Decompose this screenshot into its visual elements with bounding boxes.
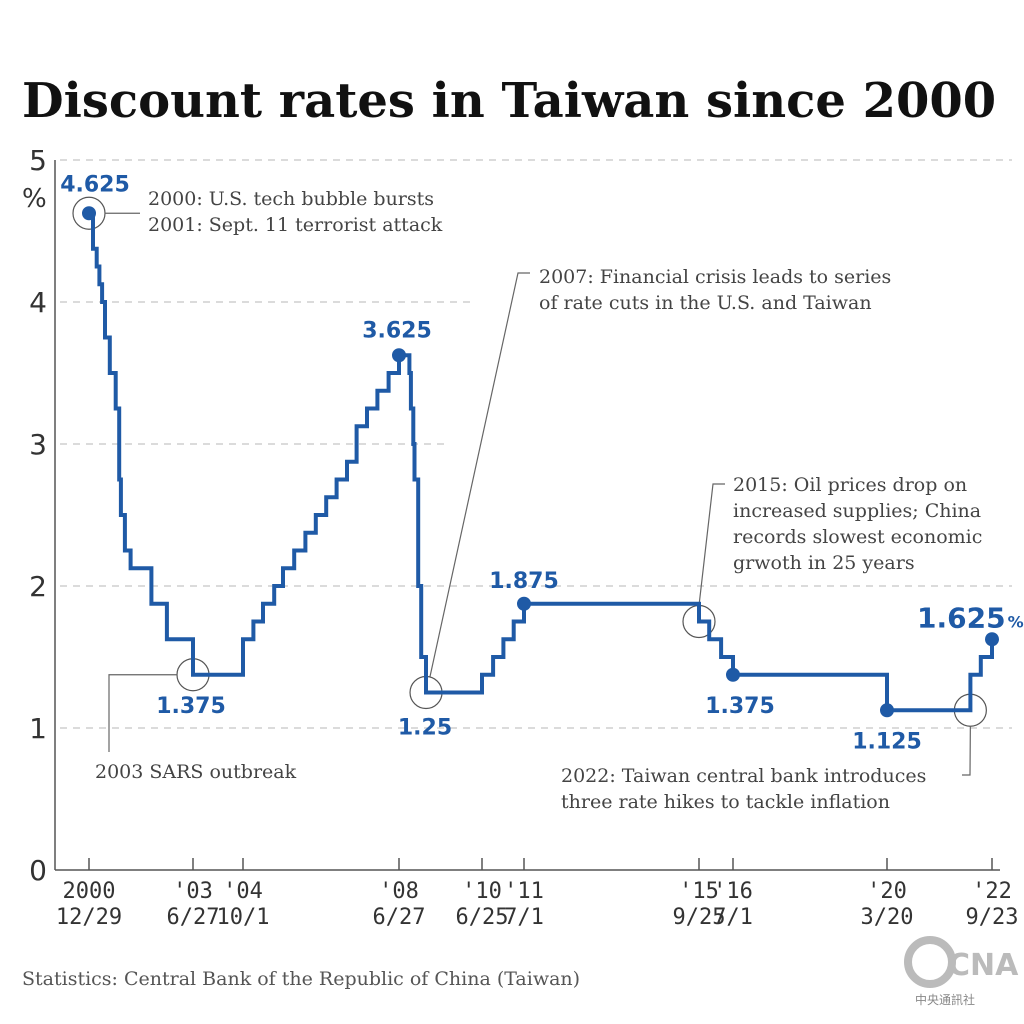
y-tick-label: 4 [29,286,47,319]
x-tick-label: '15 [679,879,719,904]
annotation-text: of rate cuts in the U.S. and Taiwan [539,292,872,314]
x-axis: 200012/29'036/27'0410/1'086/27'106/25'11… [56,858,1019,930]
grid [60,159,1012,729]
value-label: 1.375 [705,694,775,719]
x-tick-label: 6/25 [456,905,509,930]
x-tick-label: 10/1 [217,905,270,930]
value-label: 1.375 [156,694,226,719]
annotation-text: 2007: Financial crisis leads to series [539,266,891,288]
x-tick-label: 6/27 [373,905,426,930]
value-label: 3.625 [362,318,432,343]
annotation-text: records slowest economic [733,526,982,548]
cna-logo-subtitle: 中央通訊社 [915,992,975,1007]
x-tick-label: 12/29 [56,905,122,930]
annotation-text: 2001: Sept. 11 terrorist attack [148,214,443,236]
value-label-unit: % [1008,612,1024,631]
y-axis: 0 1 2 3 4 5 [29,144,1000,887]
value-label: 1.25 [398,716,452,741]
annotation-text: 2003 SARS outbreak [95,761,297,783]
annotation-leader [698,483,725,606]
discount-rate-line [89,211,994,713]
cna-logo-text: CNA [948,948,1019,983]
annotation-text: grwoth in 25 years [733,552,915,574]
y-tick-label: 0 [29,854,47,887]
y-axis-unit: % [22,184,47,214]
highlight-point [880,703,894,718]
annotation-leader [429,272,530,677]
value-label: 1.875 [489,569,559,594]
series [89,211,994,713]
annotation-text: 2000: U.S. tech bubble bursts [148,188,434,210]
x-tick-label: '04 [223,879,263,904]
x-tick-label: 9/25 [673,905,726,930]
x-tick-label: '20 [867,879,907,904]
x-tick-label: '22 [972,879,1012,904]
y-tick-label: 2 [29,570,47,603]
annotation-text: 2022: Taiwan central bank introduces [561,765,926,787]
value-label: 1.125 [852,729,922,754]
y-tick-label: 3 [29,428,47,461]
highlight-point [726,667,740,682]
x-tick-label: '11 [504,879,544,904]
x-tick-label: 9/23 [966,905,1019,930]
x-tick-label: 6/27 [167,905,220,930]
x-tick-label: '10 [462,879,502,904]
annotations: 2000: U.S. tech bubble bursts 2001: Sept.… [95,188,982,813]
y-tick-label: 1 [29,712,47,745]
value-label: 4.625 [60,172,130,197]
y-tick-label: 5 [29,144,47,177]
x-tick-label: 3/20 [861,905,914,930]
value-labels: 4.625 1.375 3.625 1.25 1.875 1.375 1.125 1.625% [60,172,1023,754]
x-tick-label: '03 [173,879,213,904]
annotation-leader [108,674,177,752]
source-note: Statistics: Central Bank of the Republic… [22,968,580,990]
value-label: 1.625 [917,601,1006,634]
x-tick-label: 7/1 [713,905,753,930]
highlight-point [985,632,999,647]
x-tick-label: '08 [379,879,419,904]
x-tick-label: 7/1 [504,905,544,930]
x-tick-label: 2000 [63,879,116,904]
chart-title: Discount rates in Taiwan since 2000 [22,73,996,129]
annotation-text: three rate hikes to tackle inflation [561,791,890,813]
x-tick-label: '16 [713,879,753,904]
annotation-leader [962,726,971,776]
annotation-text: 2015: Oil prices drop on [733,474,967,496]
highlight-point [82,206,96,221]
highlight-point [392,348,406,363]
cna-logo-icon [904,936,956,988]
cna-logo: CNA 中央通訊社 [904,936,1019,1007]
annotation-text: increased supplies; China [733,500,981,522]
highlight-point [517,596,531,611]
